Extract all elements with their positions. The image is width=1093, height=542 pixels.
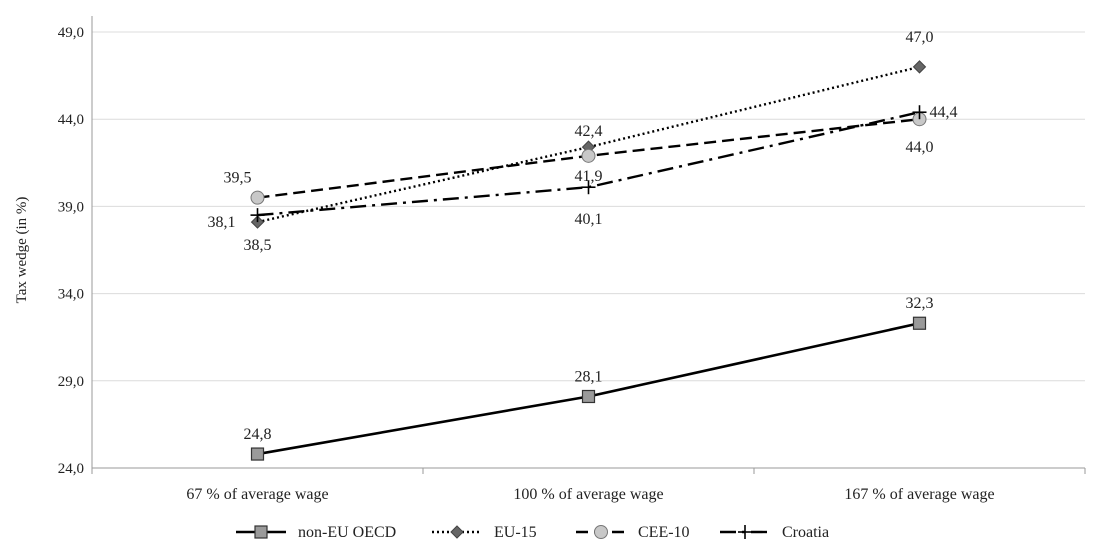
legend-marker — [254, 525, 268, 539]
series-line — [257, 65, 920, 224]
data-point — [581, 180, 596, 195]
data-label: 47,0 — [906, 29, 934, 46]
series-layer — [250, 60, 927, 461]
y-tick-label: 49,0 — [58, 25, 84, 41]
data-point — [250, 190, 265, 205]
data-label: 28,1 — [575, 368, 603, 385]
legend-item: EU-15 — [432, 524, 537, 541]
data-point — [912, 60, 927, 74]
series-line — [257, 321, 920, 456]
legend-marker — [738, 525, 752, 539]
data-labels: 24,8 28,1 32,3 38,1 42,4 47,0 39,5 41,9 44,0 38,5… — [208, 29, 958, 443]
data-label: 44,4 — [930, 104, 958, 121]
data-point — [250, 447, 265, 461]
x-tick-label: 67 % of average wage — [186, 486, 328, 503]
y-axis-label: Tax wedge (in %) — [14, 197, 30, 304]
y-tick-label: 44,0 — [58, 112, 84, 128]
x-tick-label: 100 % of average wage — [513, 486, 663, 503]
legend-item: Croatia — [720, 524, 829, 541]
legend-label: non-EU OECD — [298, 524, 396, 541]
data-label: 32,3 — [906, 295, 934, 312]
data-label: 24,8 — [244, 426, 272, 443]
legend-item: CEE-10 — [576, 524, 690, 541]
data-label: 44,0 — [906, 139, 934, 156]
y-tick-label: 39,0 — [58, 199, 84, 215]
axes: 24,0 29,0 34,0 39,0 44,0 49,0 67 % of average … — [58, 16, 1086, 503]
y-tick-label: 29,0 — [58, 374, 84, 390]
data-label: 38,1 — [208, 214, 236, 231]
data-label: 39,5 — [224, 170, 252, 187]
x-tick-label: 167 % of average wage — [844, 486, 994, 503]
data-point — [581, 148, 596, 163]
data-label: 40,1 — [575, 211, 603, 228]
legend-marker — [450, 525, 464, 539]
legend-item: non-EU OECD — [236, 524, 396, 541]
data-point — [581, 389, 596, 404]
legend-label: EU-15 — [494, 524, 537, 541]
data-point — [912, 105, 927, 120]
data-label: 41,9 — [575, 168, 603, 185]
data-point — [912, 316, 927, 330]
data-label: 38,5 — [244, 237, 272, 254]
gridlines — [92, 31, 1085, 382]
y-tick-label: 24,0 — [58, 461, 84, 477]
legend: non-EU OECD EU-15 CEE-10 Croatia — [236, 524, 829, 541]
legend-marker — [594, 525, 608, 539]
data-point — [250, 208, 265, 223]
legend-label: CEE-10 — [638, 524, 690, 541]
legend-label: Croatia — [782, 524, 829, 541]
data-label: 42,4 — [575, 123, 603, 140]
y-tick-label: 34,0 — [58, 287, 84, 303]
